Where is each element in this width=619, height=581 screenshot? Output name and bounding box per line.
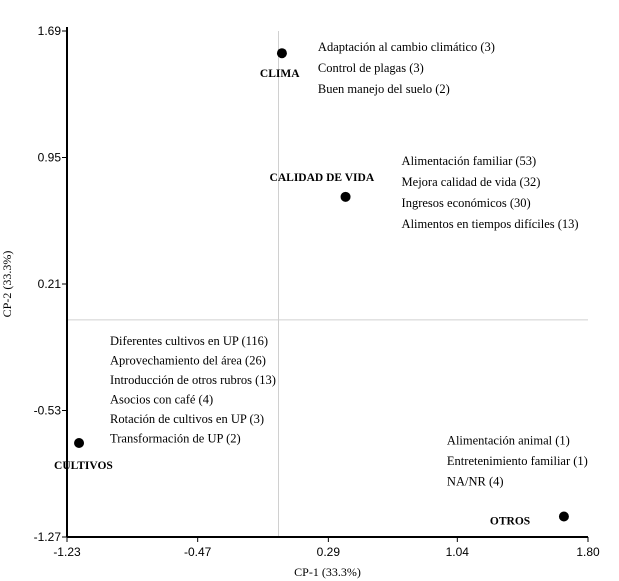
point-label: CULTIVOS	[54, 460, 113, 472]
point-group-cultivos: CULTIVOS Diferentes cultivos en UP (116) A…	[54, 334, 276, 472]
point-annotation: Aprovechamiento del área (26)	[110, 353, 266, 367]
data-point	[558, 511, 569, 522]
x-tick-label: -1.23	[53, 545, 81, 559]
x-tick-label: -0.47	[184, 545, 212, 559]
point-annotation: Rotación de cultivos en UP (3)	[110, 412, 264, 426]
x-tick-label: 1.04	[446, 545, 470, 559]
x-axis-title: CP-1 (33.3%)	[294, 565, 361, 579]
point-group-clima: CLIMA Adaptación al cambio climático (3) C…	[260, 40, 495, 96]
point-annotation: Alimentación familiar (53)	[402, 154, 537, 168]
y-tick-label: 1.69	[38, 24, 62, 38]
point-annotation: Buen manejo del suelo (2)	[318, 82, 450, 96]
point-annotation: NA/NR (4)	[447, 474, 504, 488]
point-annotation: Entretenimiento familiar (1)	[447, 454, 588, 468]
data-point	[74, 437, 85, 448]
y-tick-label: 0.95	[38, 151, 62, 165]
point-annotation: Asocios con café (4)	[110, 392, 213, 406]
point-annotation: Alimentos en tiempos difíciles (13)	[402, 217, 579, 231]
axis-ticks: -1.23 -0.47 0.29 1.04 1.80 1.69 0.95 0.21 -0.53 -…	[34, 24, 600, 559]
x-tick-label: 0.29	[317, 545, 341, 559]
point-annotation: Transformación de UP (2)	[110, 431, 241, 445]
point-group-otros: OTROS Alimentación animal (1) Entretenimie…	[447, 433, 588, 527]
point-annotation: Alimentación animal (1)	[447, 433, 570, 447]
point-annotation: Introducción de otros rubros (13)	[110, 373, 276, 387]
point-annotation: Adaptación al cambio climático (3)	[318, 40, 495, 54]
y-tick-label: -0.53	[34, 404, 62, 418]
point-label: CALIDAD DE VIDA	[270, 172, 375, 184]
point-label: CLIMA	[260, 68, 300, 80]
point-label: OTROS	[490, 515, 530, 527]
y-axis-title: CP-2 (33.3%)	[0, 251, 14, 318]
data-marks: CLIMA Adaptación al cambio climático (3) C…	[54, 40, 588, 527]
x-tick-label: 1.80	[576, 545, 600, 559]
point-annotation: Diferentes cultivos en UP (116)	[110, 334, 268, 348]
point-annotation: Mejora calidad de vida (32)	[402, 175, 541, 189]
point-annotation: Ingresos económicos (30)	[402, 196, 531, 210]
point-annotation: Control de plagas (3)	[318, 61, 424, 75]
y-tick-label: -1.27	[34, 530, 62, 544]
point-group-calidad-de-vida: CALIDAD DE VIDA Alimentación familiar (53…	[270, 154, 579, 231]
data-point	[276, 48, 287, 59]
data-point	[340, 191, 351, 202]
y-tick-label: 0.21	[38, 277, 62, 291]
